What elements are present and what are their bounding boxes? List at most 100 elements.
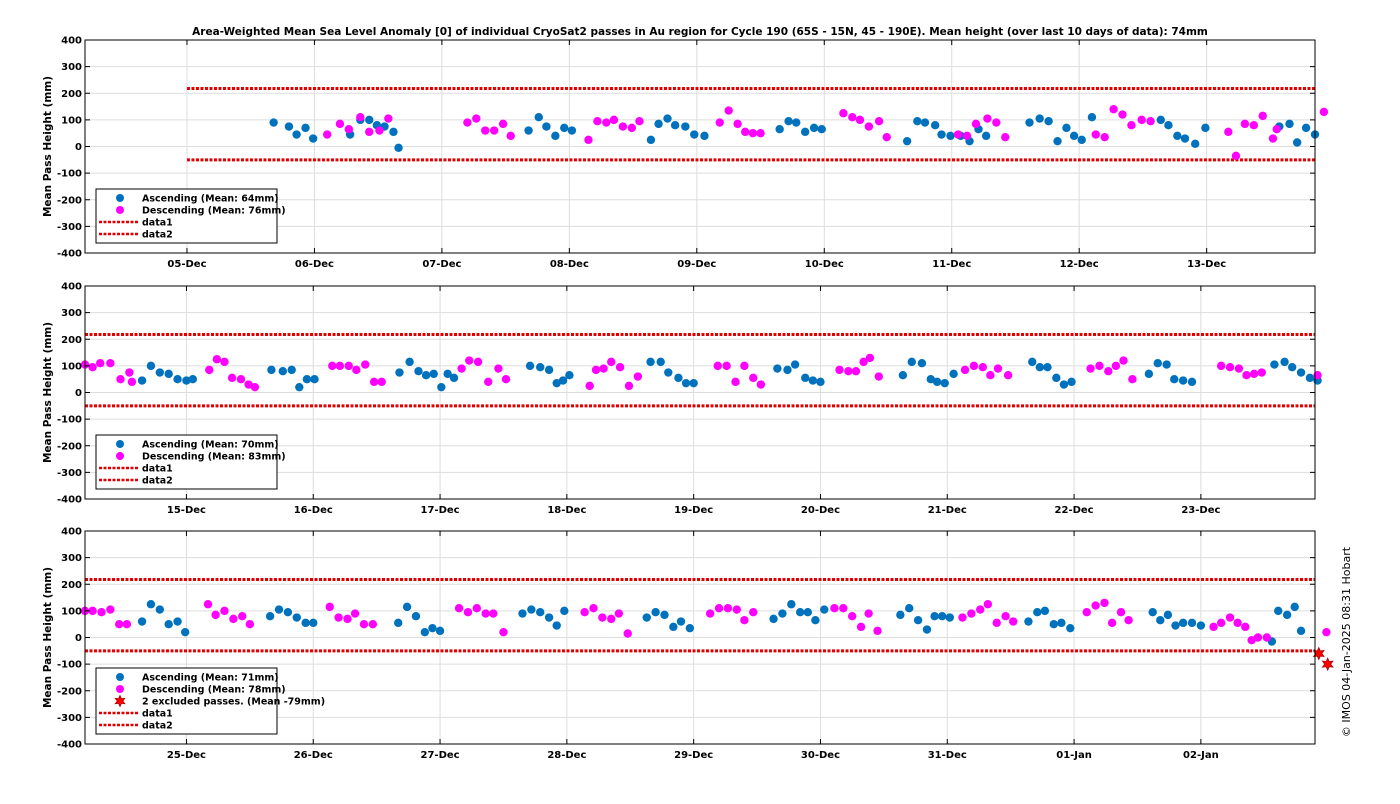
data-point-ascending — [274, 605, 284, 614]
data-point-ascending — [283, 608, 293, 617]
data-point-ascending — [524, 126, 533, 135]
data-point-ascending — [544, 365, 554, 375]
y-tick-label: 400 — [61, 527, 82, 538]
data-point-ascending — [560, 123, 569, 133]
data-point-ascending — [1190, 139, 1200, 149]
data-point-ascending — [1156, 115, 1165, 125]
data-point-descending — [203, 600, 213, 609]
data-point-ascending — [182, 376, 191, 385]
data-point-descending — [350, 609, 360, 618]
data-point-descending — [602, 118, 611, 127]
data-point-descending — [489, 126, 499, 135]
data-point-ascending — [913, 117, 922, 126]
data-point-ascending — [920, 118, 930, 127]
data-point-descending — [749, 608, 758, 617]
data-point-ascending — [301, 123, 310, 133]
data-point-ascending — [302, 374, 312, 384]
data-point-descending — [356, 113, 365, 122]
data-point-ascending — [173, 374, 182, 384]
data-point-ascending — [800, 127, 810, 137]
data-point-descending — [463, 608, 473, 617]
data-point-descending — [220, 357, 229, 367]
data-point-descending — [384, 114, 393, 123]
data-point-descending — [368, 619, 378, 629]
x-tick-label: 13-Dec — [1187, 259, 1226, 270]
data-point-ascending — [816, 377, 825, 387]
data-point-descending — [585, 381, 594, 391]
data-point-descending — [489, 609, 498, 618]
y-tick-label: -100 — [57, 660, 82, 671]
data-point-descending — [705, 609, 715, 618]
data-point-ascending — [310, 374, 319, 384]
data-point-descending — [731, 377, 740, 387]
y-tick-label: -100 — [57, 415, 82, 426]
data-point-ascending — [565, 370, 574, 380]
data-point-descending — [589, 604, 598, 613]
legend-entry-label: data2 — [142, 720, 173, 731]
data-point-descending — [250, 382, 260, 392]
data-point-ascending — [551, 131, 560, 141]
y-tick-label: -400 — [57, 249, 82, 260]
data-point-descending — [211, 610, 220, 620]
legend-entry-label: Ascending (Mean: 64mm) — [142, 193, 279, 204]
data-point-ascending — [1173, 131, 1182, 141]
data-point-ascending — [1035, 363, 1045, 372]
data-point-ascending — [395, 368, 404, 377]
data-point-descending — [1128, 374, 1137, 384]
data-point-ascending — [811, 615, 820, 625]
data-point-descending — [501, 374, 511, 384]
data-point-ascending — [544, 613, 554, 622]
data-point-ascending — [907, 357, 916, 367]
y-tick-label: 100 — [61, 115, 82, 126]
data-point-ascending — [1025, 118, 1034, 127]
data-point-descending — [623, 629, 632, 638]
data-point-descending — [713, 361, 722, 371]
y-tick-label: -400 — [57, 740, 82, 751]
data-point-descending — [855, 115, 865, 125]
data-point-ascending — [1066, 623, 1075, 633]
data-point-descending — [1119, 356, 1128, 365]
data-point-ascending — [664, 368, 673, 377]
data-point-ascending — [820, 605, 829, 614]
data-point-descending — [962, 131, 972, 141]
data-point-descending — [499, 627, 508, 637]
y-tick-label: -200 — [57, 195, 82, 206]
data-point-descending — [344, 361, 353, 371]
data-point-descending — [1231, 151, 1241, 161]
data-point-descending — [116, 374, 125, 384]
data-point-excluded — [1312, 646, 1325, 661]
data-point-ascending — [1171, 621, 1180, 630]
data-point-ascending — [646, 357, 655, 367]
data-point-descending — [874, 372, 883, 381]
data-point-ascending — [1180, 134, 1190, 143]
data-point-ascending — [803, 608, 812, 617]
data-point-descending — [741, 127, 750, 137]
legend-box — [95, 667, 278, 735]
x-tick-label: 19-Dec — [674, 505, 713, 516]
data-point-ascending — [164, 369, 173, 379]
data-point-descending — [377, 377, 386, 387]
data-point-ascending — [173, 617, 182, 626]
data-point-ascending — [1153, 359, 1162, 368]
x-tick-label: 31-Dec — [928, 750, 967, 761]
x-tick-label: 15-Dec — [167, 505, 206, 516]
legend-entry-label: data1 — [142, 708, 173, 719]
data-point-ascending — [795, 608, 805, 617]
y-tick-label: 0 — [75, 633, 82, 644]
data-point-ascending — [1292, 138, 1302, 147]
data-point-descending — [1111, 361, 1121, 371]
data-point-ascending — [1296, 626, 1306, 636]
data-point-ascending — [681, 378, 691, 388]
y-axis-label: Mean Pass Height (mm) — [42, 76, 54, 217]
data-point-descending — [1082, 608, 1091, 617]
data-point-ascending — [898, 370, 908, 380]
data-point-descending — [125, 368, 134, 377]
data-point-descending — [859, 357, 868, 367]
data-point-ascending — [1069, 131, 1079, 141]
data-point-ascending — [308, 134, 318, 143]
data-point-descending — [1225, 613, 1235, 622]
data-point-descending — [598, 613, 607, 622]
data-point-descending — [1257, 368, 1266, 377]
